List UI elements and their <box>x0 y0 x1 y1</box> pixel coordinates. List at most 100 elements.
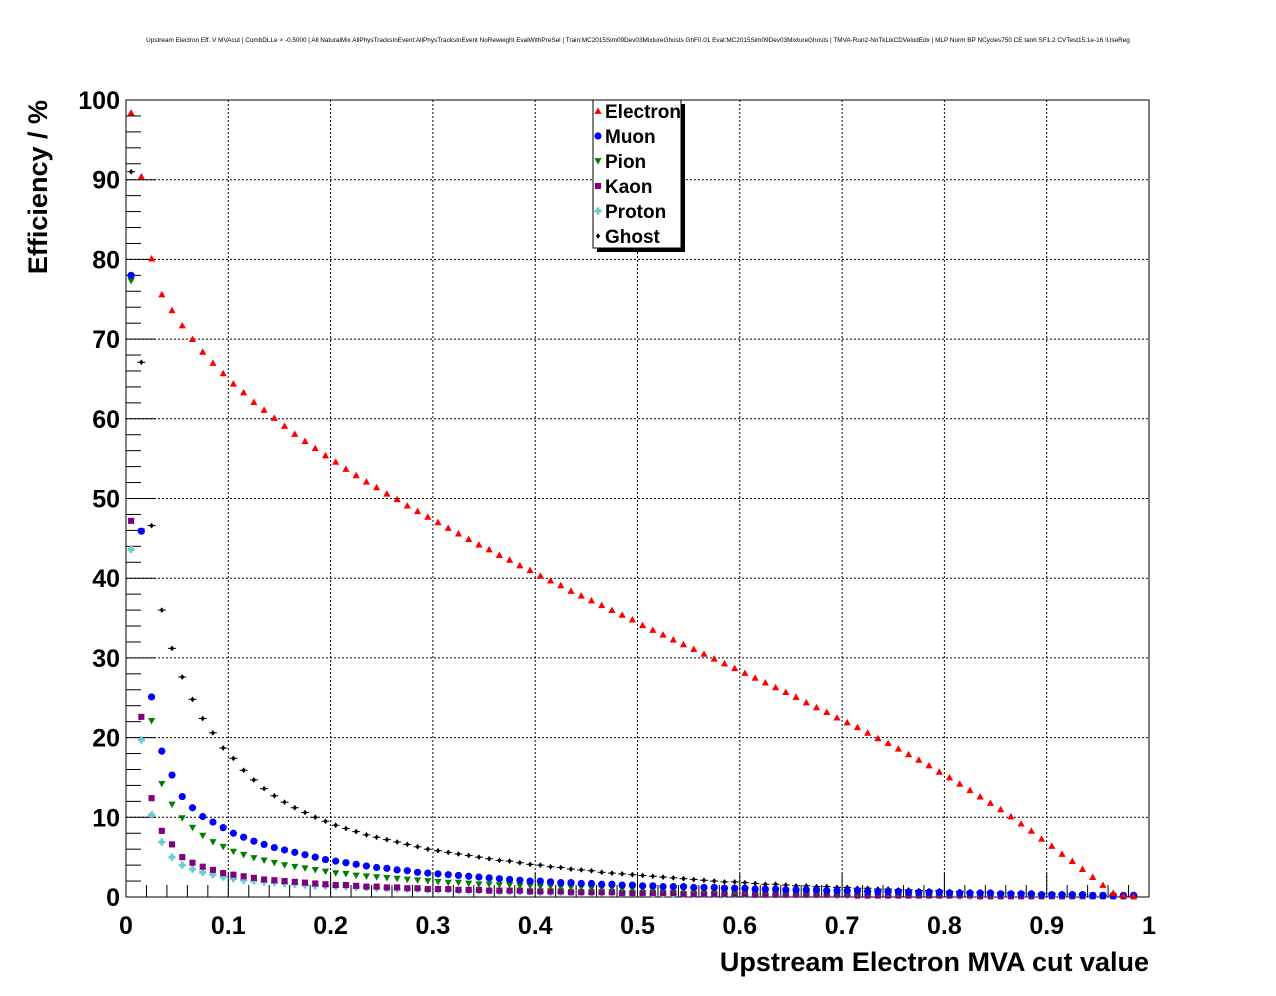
data-point <box>394 839 400 845</box>
data-point <box>589 867 594 874</box>
y-tick-label: 20 <box>92 725 120 753</box>
data-point <box>229 829 238 837</box>
data-point <box>690 883 698 892</box>
data-point <box>497 857 502 864</box>
data-point <box>250 837 258 845</box>
data-point <box>782 688 790 696</box>
data-point <box>1099 891 1107 900</box>
data-point <box>280 846 289 854</box>
legend-label-proton: Proton <box>605 202 666 223</box>
y-tick-label: 50 <box>92 486 120 514</box>
data-point <box>649 626 657 633</box>
data-point <box>312 880 319 887</box>
series-muon <box>127 271 1138 900</box>
data-point <box>619 889 626 897</box>
data-point <box>1017 820 1025 827</box>
data-point <box>640 872 645 879</box>
data-point <box>137 736 145 744</box>
data-point <box>384 836 390 843</box>
data-point <box>761 679 769 686</box>
data-point <box>251 776 257 783</box>
data-point <box>270 859 278 867</box>
data-point <box>669 883 677 891</box>
data-point <box>272 792 277 799</box>
data-point <box>383 864 391 872</box>
data-point <box>405 841 410 848</box>
data-point <box>291 848 299 856</box>
data-point <box>434 878 442 886</box>
data-point <box>353 882 360 889</box>
data-point <box>1089 873 1097 880</box>
data-point <box>864 887 872 896</box>
data-point <box>362 478 371 485</box>
data-point <box>680 890 687 897</box>
data-point <box>302 809 308 816</box>
data-point <box>659 631 667 638</box>
x-tick-label: 0.8 <box>927 912 962 940</box>
data-point <box>342 859 350 867</box>
data-point <box>147 811 156 819</box>
data-point <box>434 518 442 526</box>
data-point <box>168 306 176 314</box>
data-point <box>609 870 615 876</box>
data-point <box>221 745 226 751</box>
data-point <box>681 875 686 882</box>
data-point <box>393 866 401 874</box>
data-point <box>976 889 984 897</box>
data-point <box>413 507 422 515</box>
data-point <box>567 884 575 892</box>
data-point <box>332 881 339 889</box>
x-tick-label: 0.6 <box>722 912 757 940</box>
data-point <box>444 879 452 887</box>
data-point <box>373 883 380 890</box>
data-point <box>415 843 420 850</box>
data-point <box>608 606 616 613</box>
data-point <box>332 857 340 865</box>
data-point <box>148 795 155 802</box>
data-point <box>454 879 463 887</box>
legend-marker-kaon <box>594 182 602 190</box>
data-point <box>158 838 166 846</box>
data-point <box>435 847 441 854</box>
data-point <box>650 873 656 880</box>
data-point <box>618 611 626 618</box>
data-point <box>373 874 381 881</box>
data-point <box>475 541 483 548</box>
chart-title: Upstream Electron Eff. V MVAcut | CombDL… <box>146 37 1130 44</box>
data-point <box>424 513 432 520</box>
data-point <box>475 886 482 893</box>
data-point <box>526 566 534 574</box>
data-point <box>199 832 207 840</box>
data-point <box>546 576 555 584</box>
data-point <box>311 867 319 874</box>
data-point <box>506 875 514 884</box>
data-point <box>414 885 421 892</box>
data-point <box>557 581 565 589</box>
data-point <box>188 804 197 812</box>
data-point <box>446 849 451 856</box>
legend-box <box>592 99 682 249</box>
x-tick-label: 0.1 <box>211 912 246 940</box>
data-point <box>137 527 145 535</box>
data-point <box>1119 891 1128 899</box>
data-point <box>630 871 635 878</box>
data-point <box>1037 891 1046 899</box>
data-point <box>516 882 524 890</box>
legend-marker-proton <box>594 207 602 215</box>
data-point <box>537 888 544 895</box>
data-point <box>301 865 309 872</box>
series-ghost <box>127 168 1138 900</box>
data-point <box>465 872 473 880</box>
x-tick-label: 0 <box>119 912 133 940</box>
data-point <box>507 858 512 865</box>
data-point <box>250 877 258 885</box>
data-point <box>322 881 329 888</box>
data-point <box>548 863 553 870</box>
data-point <box>1109 889 1117 896</box>
data-point <box>986 799 995 806</box>
data-point <box>587 879 596 888</box>
data-point <box>495 882 503 889</box>
data-point <box>169 645 175 652</box>
data-point <box>578 889 585 896</box>
data-point <box>1078 865 1087 872</box>
